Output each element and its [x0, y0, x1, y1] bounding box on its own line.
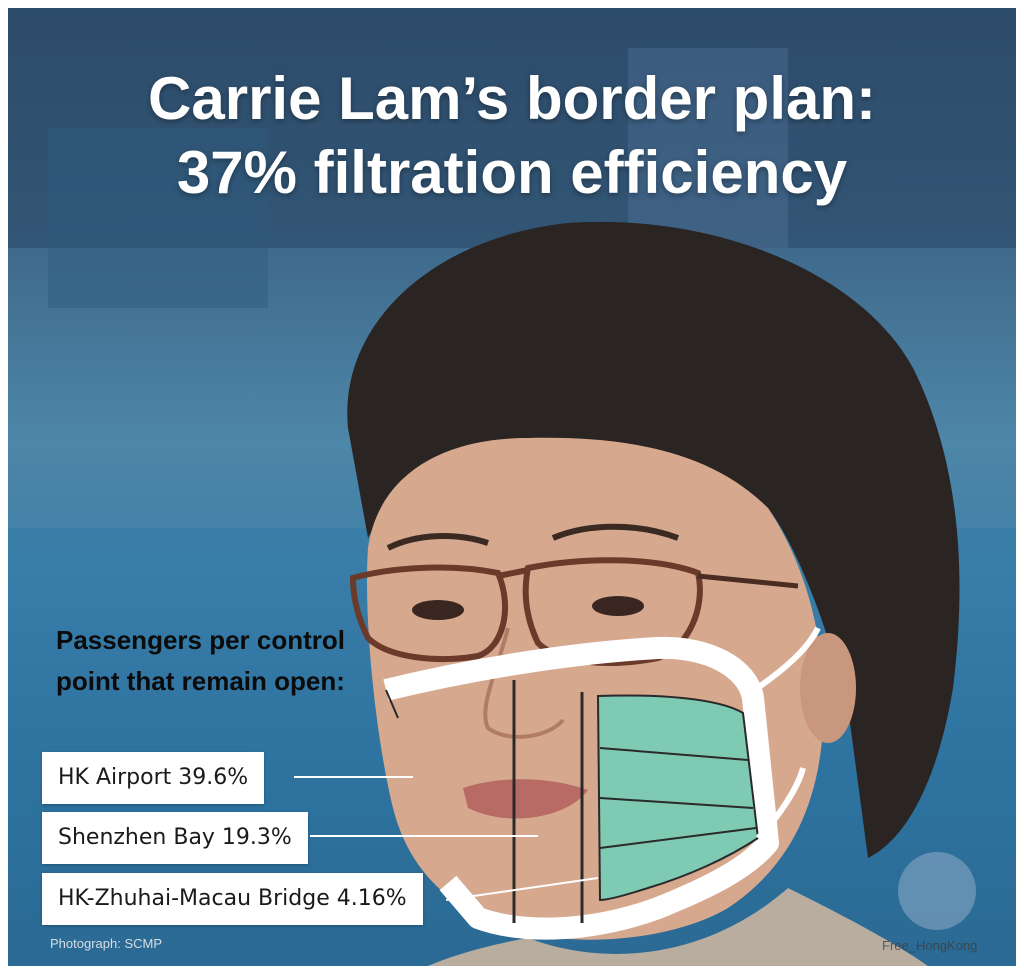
watermark-logo-icon — [898, 852, 976, 930]
label-hk-airport: HK Airport 39.6% — [42, 752, 265, 804]
passengers-subhead: Passengers per control point that remain… — [56, 625, 345, 696]
label-shenzhen-bay: Shenzhen Bay 19.3% — [42, 812, 308, 864]
watermark-text: Free_HongKong — [882, 938, 978, 953]
headline-line-1: Carrie Lam’s border plan: — [148, 65, 876, 132]
headline: Carrie Lam’s border plan: 37% filtration… — [0, 62, 1024, 210]
label-hzm-bridge: HK-Zhuhai-Macau Bridge 4.16% — [42, 873, 423, 925]
headline-line-2: 37% filtration efficiency — [176, 139, 848, 206]
photo-credit: Photograph: SCMP — [50, 936, 163, 951]
